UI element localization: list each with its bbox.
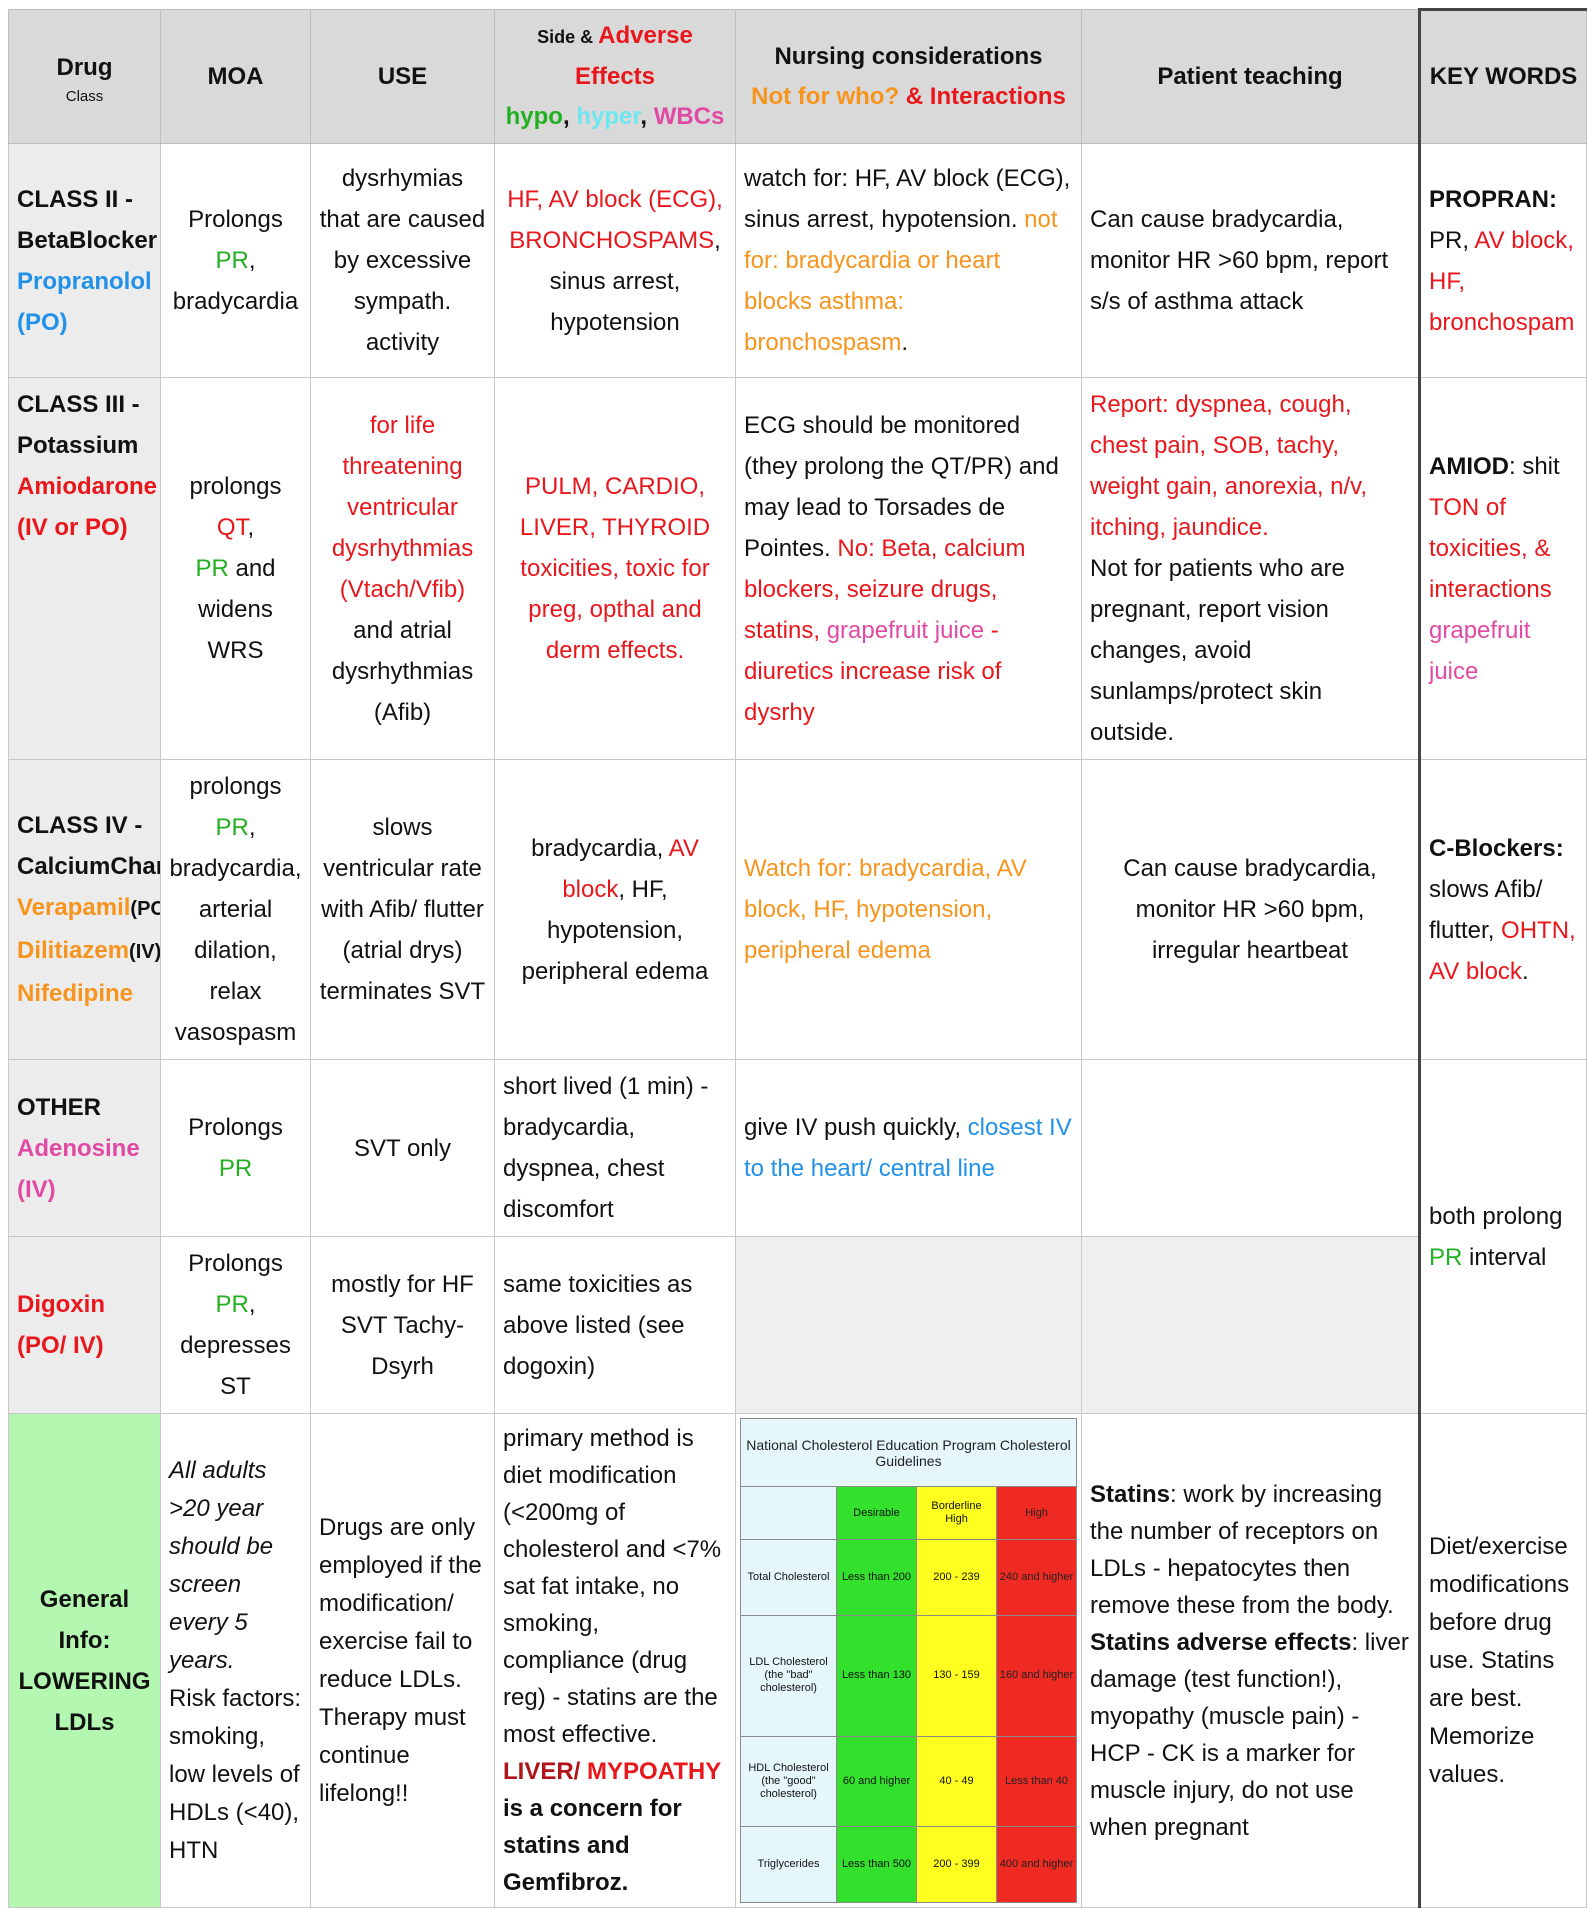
teaching-other — [1081, 1059, 1420, 1237]
header-key-words: KEY WORDS — [1418, 8, 1587, 144]
use-other: SVT only — [310, 1059, 495, 1237]
keywords-class-iv: C-Blockers: slows Afib/ flutter, OHTN, AV… — [1418, 759, 1587, 1060]
row-general-info: General Info: LOWERING LDLs All adults >… — [8, 1413, 1587, 1908]
use-digoxin: mostly for HF SVT Tachy-Dsyrh — [310, 1236, 495, 1414]
side-effects-digoxin: same toxicities as above listed (see dog… — [494, 1236, 736, 1414]
keywords-class-ii: PROPRAN: PR, AV block, HF, bronchospam — [1418, 143, 1587, 378]
drug-name-dilitiazem: Dilitiazem — [17, 937, 130, 964]
cholesterol-title: National Cholesterol Education Program C… — [740, 1417, 1077, 1488]
side-effects-other: short lived (1 min) - bradycardia, dyspn… — [494, 1059, 736, 1237]
col-borderline: Borderline High — [916, 1486, 997, 1540]
cholesterol-guidelines: National Cholesterol Education Program C… — [735, 1413, 1082, 1908]
nursing-class-iv: Watch for: bradycardia, AV block, HF, hy… — [735, 759, 1082, 1060]
teaching-digoxin — [1081, 1236, 1420, 1414]
header-row: Drug Class MOA USE Side & Adverse Effect… — [8, 8, 1587, 144]
nursing-digoxin — [735, 1236, 1082, 1414]
moa-class-ii: Prolongs PR, bradycardia — [160, 143, 311, 378]
use-class-ii: dysrhymias that are caused by excessive … — [310, 143, 495, 378]
teaching-class-ii: Can cause bradycardia, monitor HR >60 bp… — [1081, 143, 1420, 378]
general-info-label: General Info: LOWERING LDLs — [8, 1413, 161, 1908]
row-hdl-cholesterol: HDL Cholesterol (the "good" cholesterol) — [740, 1735, 837, 1828]
drug-name-propranolol: Propranolol — [17, 267, 152, 295]
antidysrhythmic-table: Drug Class MOA USE Side & Adverse Effect… — [8, 8, 1587, 1908]
keywords-class-iii: AMIOD: shit TON of toxicities, & interac… — [1418, 377, 1587, 760]
row-total-cholesterol: Total Cholesterol — [740, 1539, 837, 1616]
nursing-class-iii: ECG should be monitored (they prolong th… — [735, 377, 1082, 760]
header-drug-class: Drug Class — [8, 9, 161, 144]
row-digoxin: Digoxin (PO/ IV) Prolongs PR, depresses … — [8, 1236, 1587, 1414]
moa-digoxin: Prolongs PR, depresses ST — [160, 1236, 311, 1414]
side-effects-general: primary method is diet modification (<20… — [494, 1413, 736, 1908]
header-patient-teaching: Patient teaching — [1081, 9, 1420, 144]
drug-other: OTHER Adenosine (IV) — [8, 1059, 161, 1237]
drug-name-verapamil: Verapamil — [17, 894, 131, 921]
teaching-general: Statins: work by increasing the number o… — [1081, 1413, 1420, 1908]
drug-name-nifedipine: Nifedipine — [17, 980, 134, 1007]
use-class-iii: for life threatening ventricular dysrhyt… — [310, 377, 495, 760]
header-nursing: Nursing considerations Not for who? & In… — [735, 9, 1082, 144]
side-effects-class-iii: PULM, CARDIO, LIVER, THYROID toxicities,… — [494, 377, 736, 760]
header-use: USE — [310, 9, 495, 144]
header-side-effects: Side & Adverse Effects hypo, hyper, WBCs — [494, 9, 736, 144]
col-high: High — [996, 1486, 1077, 1540]
teaching-class-iii: Report: dyspnea, cough, chest pain, SOB,… — [1081, 377, 1420, 760]
drug-digoxin: Digoxin (PO/ IV) — [8, 1236, 161, 1414]
side-effects-class-iv: bradycardia, AV block, HF, hypotension, … — [494, 759, 736, 1060]
nursing-class-ii: watch for: HF, AV block (ECG), sinus arr… — [735, 143, 1082, 378]
use-general: Drugs are only employed if the modificat… — [310, 1413, 495, 1908]
teaching-class-iv: Can cause bradycardia, monitor HR >60 bp… — [1081, 759, 1420, 1060]
header-moa: MOA — [160, 9, 311, 144]
row-other: OTHER Adenosine (IV) Prolongs PR SVT onl… — [8, 1059, 1587, 1414]
row-class-iv: CLASS IV - CalciumChan Verapamil(PO) Dil… — [8, 759, 1587, 1060]
side-effects-class-ii: HF, AV block (ECG), BRONCHOSPAMS, sinus … — [494, 143, 736, 378]
keywords-other-digoxin: both prolong PR interval — [1418, 1059, 1587, 1414]
drug-name-adenosine: Adenosine (IV) — [17, 1134, 140, 1203]
moa-other: Prolongs PR — [160, 1059, 311, 1237]
moa-class-iv: prolongs PR, bradycardia, arterial dilat… — [160, 759, 311, 1060]
moa-class-iii: prolongs QT, PR and widens WRS — [160, 377, 311, 760]
drug-name-digoxin: Digoxin (PO/ IV) — [17, 1291, 105, 1359]
row-class-ii: CLASS II - BetaBlocker Propranolol (PO) … — [8, 143, 1587, 378]
use-class-iv: slows ventricular rate with Afib/ flutte… — [310, 759, 495, 1060]
nursing-other: give IV push quickly, closest IV to the … — [735, 1059, 1082, 1237]
cholesterol-guidelines-table: National Cholesterol Education Program C… — [740, 1417, 1077, 1903]
drug-class-iv: CLASS IV - CalciumChan Verapamil(PO) Dil… — [8, 759, 161, 1060]
col-desirable: Desirable — [836, 1486, 917, 1540]
drug-name-amiodarone: Amiodarone — [17, 473, 158, 500]
row-triglycerides: Triglycerides — [740, 1826, 837, 1903]
drug-class-ii: CLASS II - BetaBlocker Propranolol (PO) — [8, 143, 161, 378]
row-class-iii: CLASS III - Potassium Amiodarone (IV or … — [8, 377, 1587, 760]
drug-reference-sheet: Drug Class MOA USE Side & Adverse Effect… — [8, 8, 1587, 1908]
row-ldl-cholesterol: LDL Cholesterol (the "bad" cholesterol) — [740, 1614, 837, 1737]
moa-general: All adults >20 year should be screen eve… — [160, 1413, 311, 1908]
drug-class-iii: CLASS III - Potassium Amiodarone (IV or … — [8, 377, 161, 760]
keywords-general: Diet/exercise modifications before drug … — [1418, 1413, 1587, 1908]
